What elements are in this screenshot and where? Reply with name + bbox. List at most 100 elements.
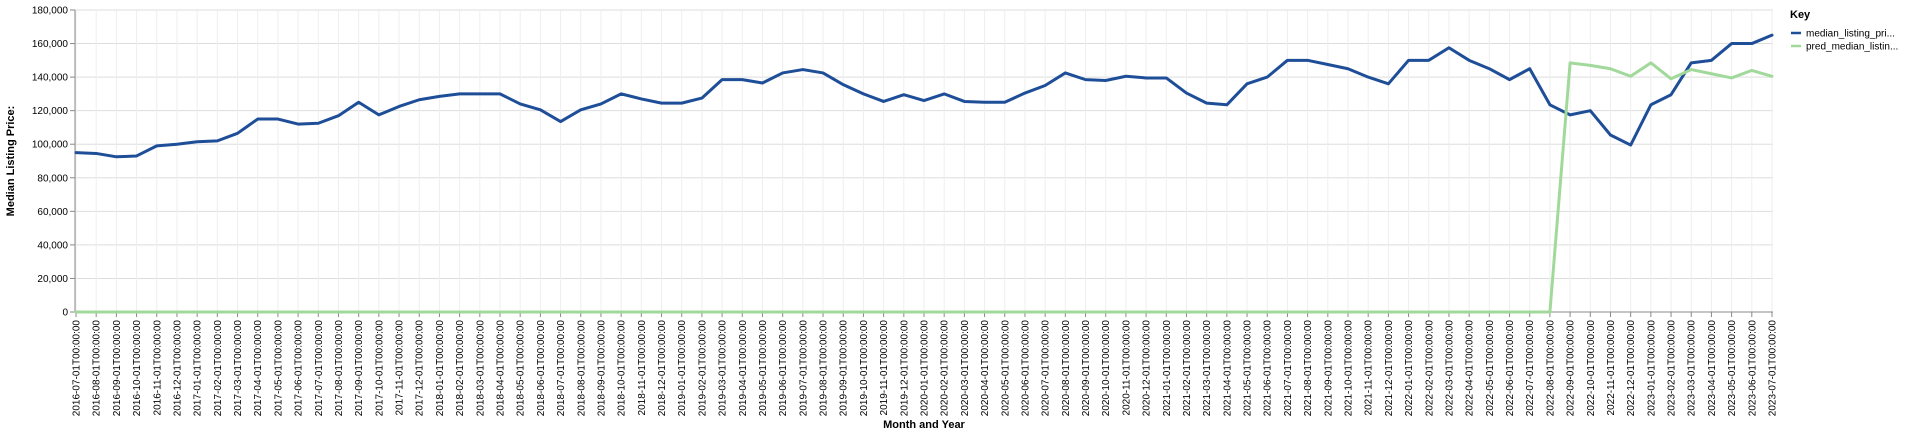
x-tick-label: 2020-05-01T00:00:00 <box>1000 320 1011 417</box>
y-axis: 0 20,000 40,000 60,000 80,000 100,000 120,000 1… <box>32 6 76 319</box>
y-tick-label: 20,000 <box>37 274 68 285</box>
x-tick-label: 2022-10-01T00:00:00 <box>1586 320 1597 417</box>
x-tick-label: 2022-11-01T00:00:00 <box>1606 320 1617 416</box>
x-tick-label: 2018-12-01T00:00:00 <box>657 320 668 417</box>
x-tick-label: 2019-03-01T00:00:00 <box>718 320 729 417</box>
x-tick-label: 2021-02-01T00:00:00 <box>1182 320 1193 417</box>
x-tick-label: 2021-06-01T00:00:00 <box>1263 320 1274 417</box>
x-tick-label: 2020-10-01T00:00:00 <box>1101 320 1112 417</box>
x-tick-label: 2020-03-01T00:00:00 <box>960 320 971 417</box>
x-tick-label: 2016-08-01T00:00:00 <box>92 320 103 417</box>
x-tick-label: 2022-03-01T00:00:00 <box>1444 320 1455 417</box>
x-tick-label: 2023-06-01T00:00:00 <box>1747 320 1758 417</box>
x-tick-label: 2018-05-01T00:00:00 <box>516 320 527 417</box>
series-lines <box>74 33 1774 314</box>
x-tick-label: 2016-11-01T00:00:00 <box>152 320 163 416</box>
legend-label-2: pred_median_listin... <box>1806 42 1898 53</box>
x-tick-label: 2017-06-01T00:00:00 <box>294 320 305 417</box>
x-tick-label: 2020-04-01T00:00:00 <box>980 320 991 417</box>
y-tick-label: 160,000 <box>32 39 69 50</box>
x-tick-label: 2019-06-01T00:00:00 <box>778 320 789 417</box>
x-tick-label: 2019-10-01T00:00:00 <box>859 320 870 417</box>
series-line-2 <box>74 61 1774 314</box>
y-tick-label: 140,000 <box>32 73 69 84</box>
x-tick-label: 2017-12-01T00:00:00 <box>415 320 426 417</box>
x-tick-label: 2016-10-01T00:00:00 <box>132 320 143 417</box>
x-tick-label: 2021-04-01T00:00:00 <box>1222 320 1233 417</box>
x-tick-label: 2022-01-01T00:00:00 <box>1404 320 1415 417</box>
y-tick-label: 0 <box>62 308 68 319</box>
x-tick-label: 2016-09-01T00:00:00 <box>112 320 123 417</box>
x-tick-label: 2022-12-01T00:00:00 <box>1626 320 1637 417</box>
x-tick-label: 2023-04-01T00:00:00 <box>1707 320 1718 417</box>
y-tick-label: 60,000 <box>37 207 68 218</box>
x-tick-label: 2017-05-01T00:00:00 <box>273 320 284 417</box>
x-tick-label: 2017-04-01T00:00:00 <box>253 320 264 417</box>
x-tick-label: 2021-07-01T00:00:00 <box>1283 320 1294 417</box>
x-tick-label: 2021-12-01T00:00:00 <box>1384 320 1395 417</box>
x-tick-label: 2021-03-01T00:00:00 <box>1202 320 1213 417</box>
x-tick-label: 2023-01-01T00:00:00 <box>1646 320 1657 417</box>
x-tick-label: 2017-08-01T00:00:00 <box>334 320 345 417</box>
x-tick-label: 2023-02-01T00:00:00 <box>1667 320 1678 417</box>
x-tick-label: 2022-07-01T00:00:00 <box>1525 320 1536 417</box>
x-tick-label: 2020-01-01T00:00:00 <box>920 320 931 417</box>
legend: Key median_listing_pri... pred_median_lis… <box>1790 9 1898 53</box>
y-tick-label: 40,000 <box>37 240 68 251</box>
x-tick-label: 2020-12-01T00:00:00 <box>1142 320 1153 417</box>
x-tick-label: 2018-04-01T00:00:00 <box>496 320 507 417</box>
x-tick-label: 2019-05-01T00:00:00 <box>758 320 769 417</box>
x-tick-label: 2021-01-01T00:00:00 <box>1162 320 1173 417</box>
x-tick-label: 2017-01-01T00:00:00 <box>193 320 204 417</box>
x-tick-label: 2022-04-01T00:00:00 <box>1465 320 1476 417</box>
x-tick-label: 2019-12-01T00:00:00 <box>899 320 910 417</box>
y-tick-label: 80,000 <box>37 173 68 184</box>
legend-label-1: median_listing_pri... <box>1806 29 1895 40</box>
x-tick-label: 2020-08-01T00:00:00 <box>1061 320 1072 417</box>
x-tick-label: 2018-10-01T00:00:00 <box>617 320 628 417</box>
x-tick-label: 2018-09-01T00:00:00 <box>596 320 607 417</box>
x-tick-label: 2019-09-01T00:00:00 <box>839 320 850 417</box>
x-axis-title: Month and Year <box>883 419 965 431</box>
x-tick-label: 2018-08-01T00:00:00 <box>576 320 587 417</box>
x-tick-label: 2017-09-01T00:00:00 <box>354 320 365 417</box>
x-tick-label: 2023-07-01T00:00:00 <box>1768 320 1779 417</box>
x-tick-label: 2019-11-01T00:00:00 <box>879 320 890 416</box>
x-tick-label: 2017-03-01T00:00:00 <box>233 320 244 417</box>
x-tick-label: 2021-05-01T00:00:00 <box>1243 320 1254 417</box>
x-tick-label: 2022-06-01T00:00:00 <box>1505 320 1516 417</box>
x-tick-label: 2019-04-01T00:00:00 <box>738 320 749 417</box>
y-tick-label: 100,000 <box>32 140 69 151</box>
x-tick-label: 2022-02-01T00:00:00 <box>1424 320 1435 417</box>
x-tick-label: 2018-11-01T00:00:00 <box>637 320 648 416</box>
x-axis: 2016-07-01T00:00:00 2016-08-01T00:00:00 20… <box>72 311 1779 417</box>
x-tick-label: 2020-11-01T00:00:00 <box>1121 320 1132 416</box>
x-tick-label: 2019-07-01T00:00:00 <box>798 320 809 417</box>
x-tick-label: 2021-08-01T00:00:00 <box>1303 320 1314 417</box>
x-tick-label: 2022-08-01T00:00:00 <box>1545 320 1556 417</box>
x-tick-label: 2017-07-01T00:00:00 <box>314 320 325 417</box>
x-tick-label: 2022-05-01T00:00:00 <box>1485 320 1496 417</box>
x-tick-label: 2018-06-01T00:00:00 <box>536 320 547 417</box>
x-tick-label: 2020-07-01T00:00:00 <box>1041 320 1052 417</box>
y-tick-label: 120,000 <box>32 106 69 117</box>
x-tick-label: 2018-03-01T00:00:00 <box>475 320 486 417</box>
y-tick-label: 180,000 <box>32 6 69 17</box>
x-tick-label: 2021-11-01T00:00:00 <box>1364 320 1375 416</box>
x-tick-label: 2018-07-01T00:00:00 <box>556 320 567 417</box>
y-axis-title: Median Listing Price: <box>5 106 17 217</box>
x-tick-label: 2016-07-01T00:00:00 <box>72 320 83 417</box>
x-tick-label: 2018-02-01T00:00:00 <box>455 320 466 417</box>
x-tick-label: 2019-08-01T00:00:00 <box>819 320 830 417</box>
x-tick-label: 2023-03-01T00:00:00 <box>1687 320 1698 417</box>
x-tick-label: 2017-10-01T00:00:00 <box>374 320 385 417</box>
x-tick-label: 2020-09-01T00:00:00 <box>1081 320 1092 417</box>
x-tick-label: 2021-09-01T00:00:00 <box>1323 320 1334 417</box>
gridlines <box>75 9 1773 313</box>
x-tick-label: 2020-06-01T00:00:00 <box>1020 320 1031 417</box>
x-tick-label: 2021-10-01T00:00:00 <box>1344 320 1355 417</box>
x-tick-label: 2020-02-01T00:00:00 <box>940 320 951 417</box>
x-tick-label: 2022-09-01T00:00:00 <box>1566 320 1577 417</box>
series-line-1 <box>74 33 1774 159</box>
